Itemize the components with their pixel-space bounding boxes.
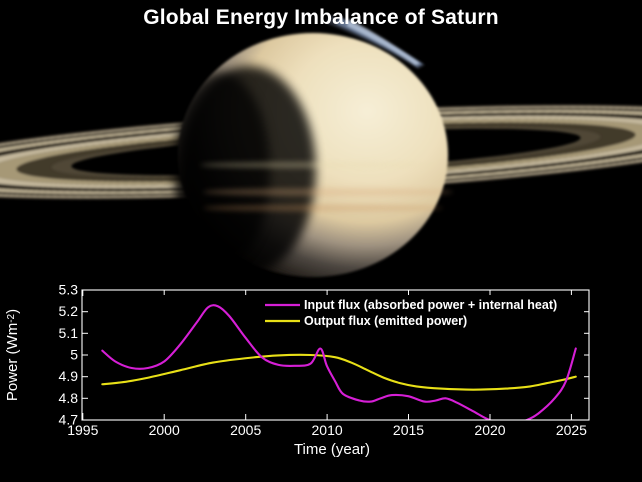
svg-text:4.9: 4.9 xyxy=(59,368,79,384)
svg-text:Time (year): Time (year) xyxy=(294,441,370,458)
svg-text:5.2: 5.2 xyxy=(59,303,79,319)
svg-text:Input flux (absorbed power + i: Input flux (absorbed power + internal he… xyxy=(304,298,557,312)
svg-text:4.8: 4.8 xyxy=(59,390,79,406)
svg-text:5.3: 5.3 xyxy=(59,282,79,298)
svg-text:2005: 2005 xyxy=(230,422,261,438)
svg-text:2025: 2025 xyxy=(556,422,587,438)
svg-text:Output flux (emitted power): Output flux (emitted power) xyxy=(304,314,467,328)
svg-text:2015: 2015 xyxy=(393,422,424,438)
svg-text:2000: 2000 xyxy=(149,422,180,438)
svg-text:5: 5 xyxy=(70,347,78,363)
svg-text:Power (Wm-2): Power (Wm-2) xyxy=(4,309,21,401)
svg-text:1995: 1995 xyxy=(67,422,98,438)
svg-text:5.1: 5.1 xyxy=(59,325,79,341)
svg-text:2010: 2010 xyxy=(312,422,343,438)
svg-text:2020: 2020 xyxy=(474,422,505,438)
